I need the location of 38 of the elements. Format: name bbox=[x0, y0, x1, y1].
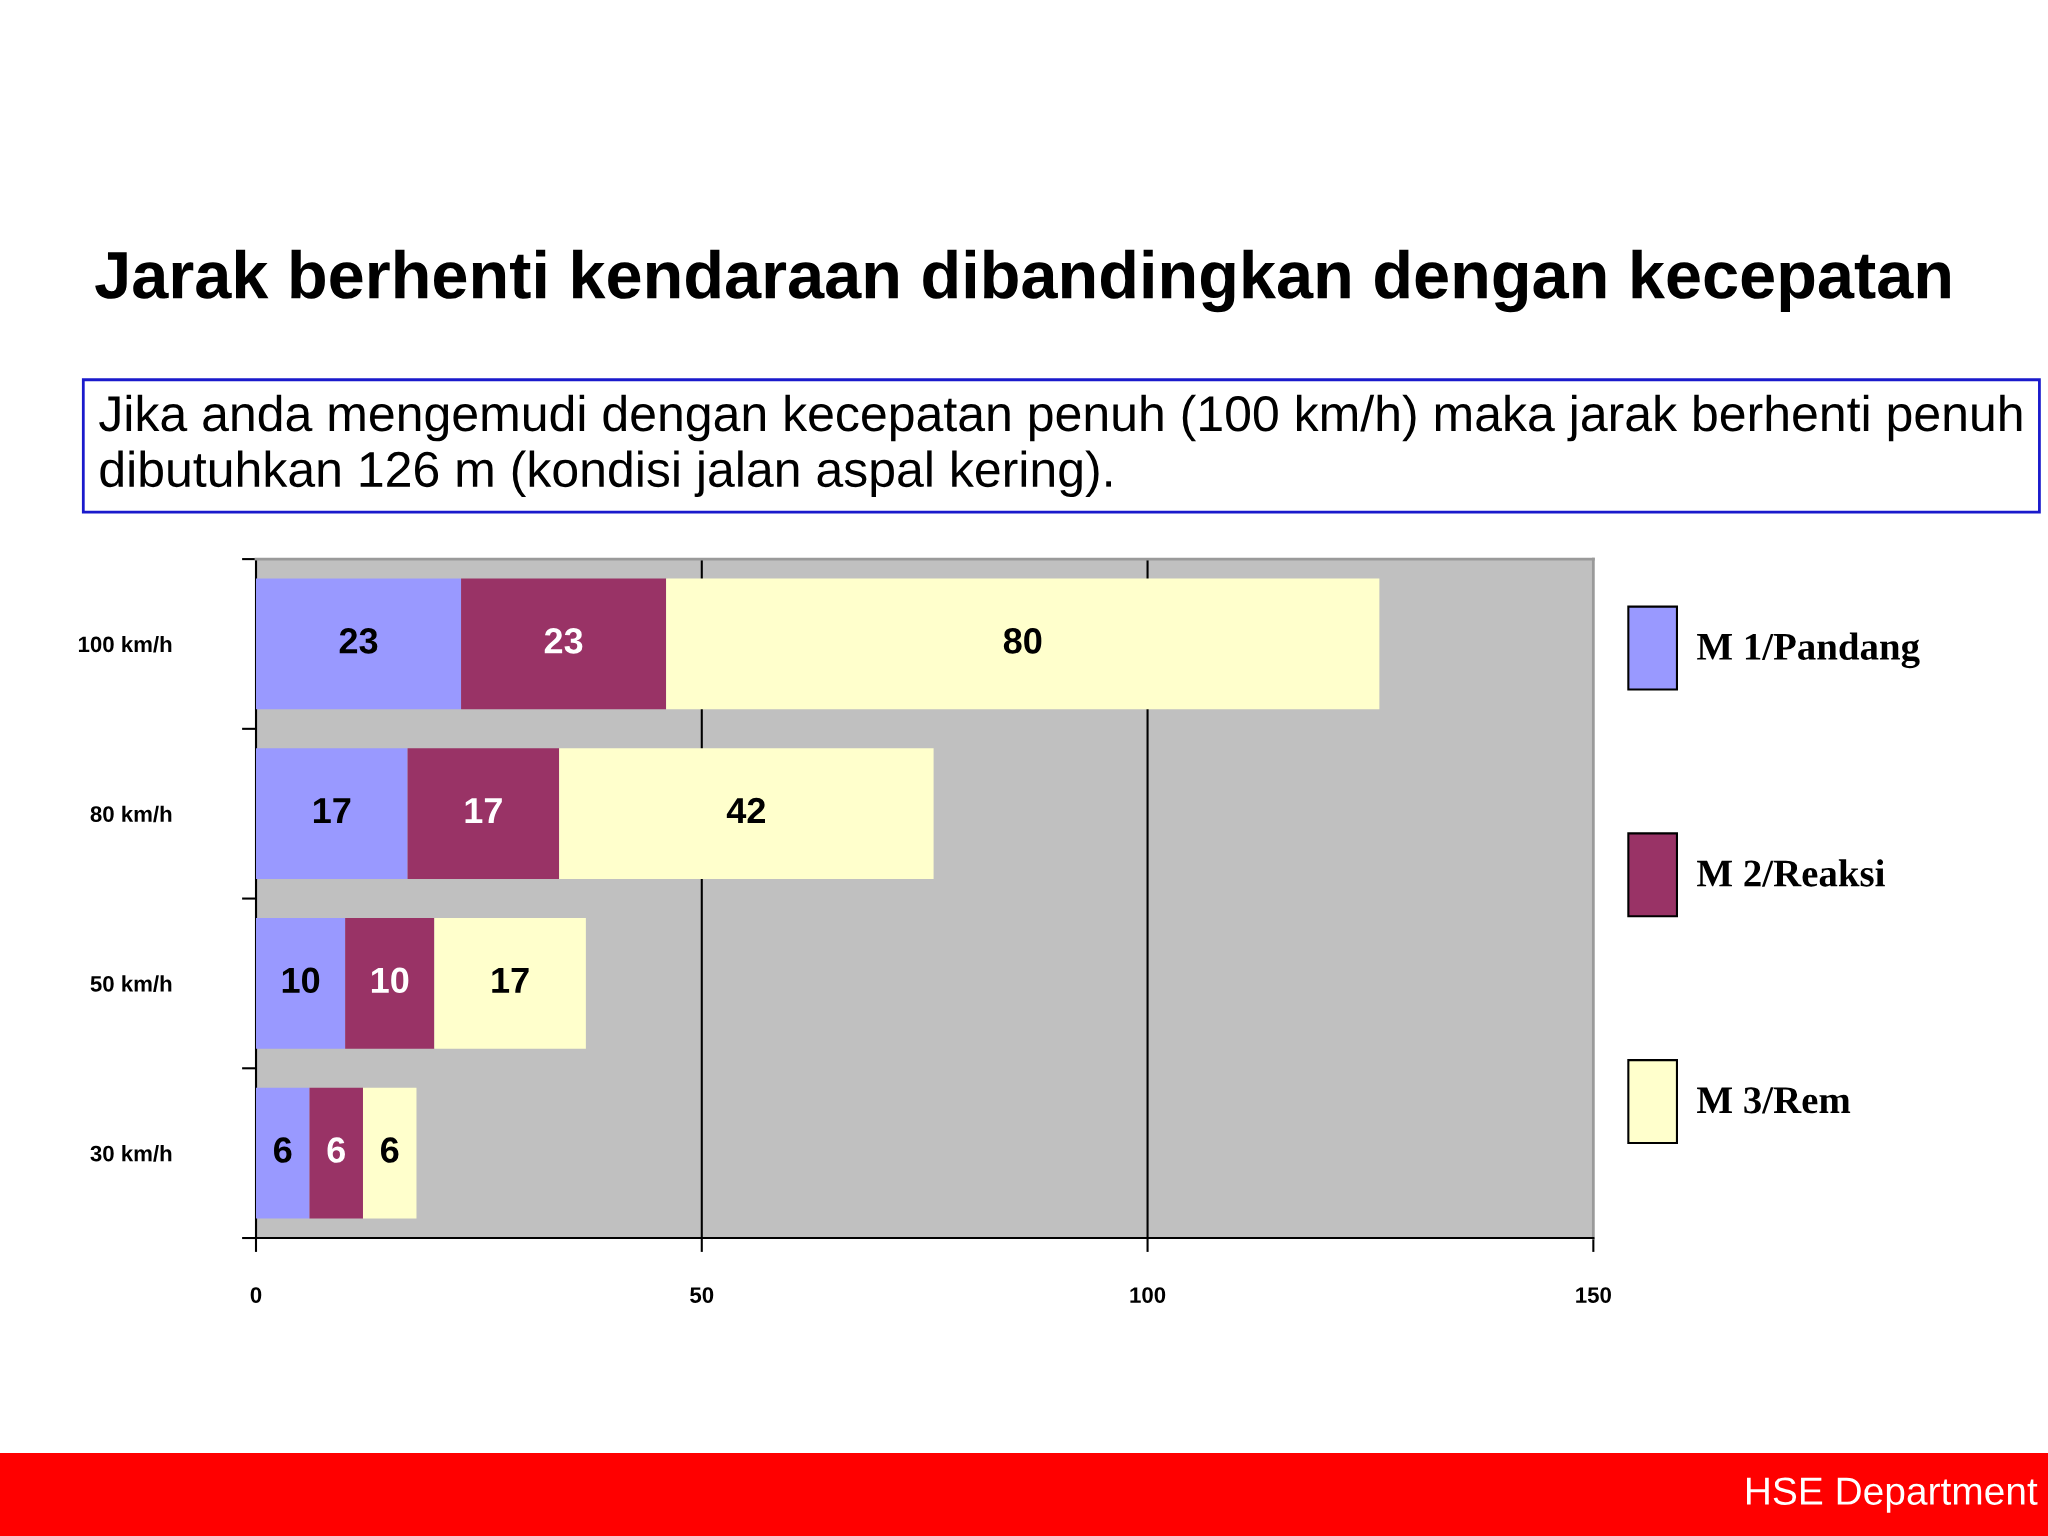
data-label: 6 bbox=[274, 1137, 292, 1163]
bar bbox=[666, 578, 1380, 710]
text: Jika anda mengemudi dengan kecepatan penuh (100 km/h) maka jarak berhenti penuh dibutuhkan 126 m (kondisi jalan aspal kering). bbox=[99, 394, 2022, 498]
y-tick-label: 100 km/h bbox=[78, 635, 172, 653]
data-label: 6 bbox=[327, 1137, 345, 1163]
bar bbox=[345, 918, 435, 1049]
data-label: 17 bbox=[313, 798, 351, 824]
bar bbox=[256, 748, 408, 880]
bar bbox=[407, 748, 560, 880]
x-tick-label: 0 bbox=[250, 1287, 262, 1303]
y-tick-label: 50 km/h bbox=[90, 975, 172, 992]
data-label: 80 bbox=[1003, 628, 1042, 654]
data-label: 42 bbox=[726, 797, 765, 824]
bar bbox=[362, 1087, 417, 1219]
x-tick-label: 50 bbox=[690, 1287, 714, 1303]
chart-title: Jarak berhenti kendaraan dibandingkan dengan kecepatan bbox=[95, 249, 1950, 313]
x-tick-label: 100 bbox=[1130, 1287, 1166, 1303]
data-label: 23 bbox=[544, 628, 583, 654]
data-label: 10 bbox=[282, 967, 320, 994]
data-label: 17 bbox=[465, 798, 502, 824]
legend-label: M 1/Pandang bbox=[1697, 632, 1920, 669]
legend-label: M 3/Rem bbox=[1697, 1087, 1851, 1114]
bar bbox=[309, 1087, 363, 1219]
data-label: 17 bbox=[492, 967, 529, 993]
bar bbox=[434, 918, 586, 1049]
bar bbox=[256, 918, 346, 1049]
data-label: 10 bbox=[371, 967, 409, 994]
data-label: 6 bbox=[381, 1137, 399, 1163]
bar bbox=[256, 578, 462, 710]
x-tick-label: 150 bbox=[1576, 1287, 1611, 1303]
text: HSE Department bbox=[1747, 1477, 2038, 1513]
bar bbox=[461, 578, 667, 710]
bar bbox=[559, 748, 934, 880]
y-tick-label: 30 km/h bbox=[90, 1145, 172, 1162]
data-label: 23 bbox=[339, 628, 378, 654]
y-tick-label: 80 km/h bbox=[90, 805, 172, 823]
bar bbox=[256, 1087, 310, 1219]
legend-label: M 2/Reaksi bbox=[1697, 859, 1885, 887]
